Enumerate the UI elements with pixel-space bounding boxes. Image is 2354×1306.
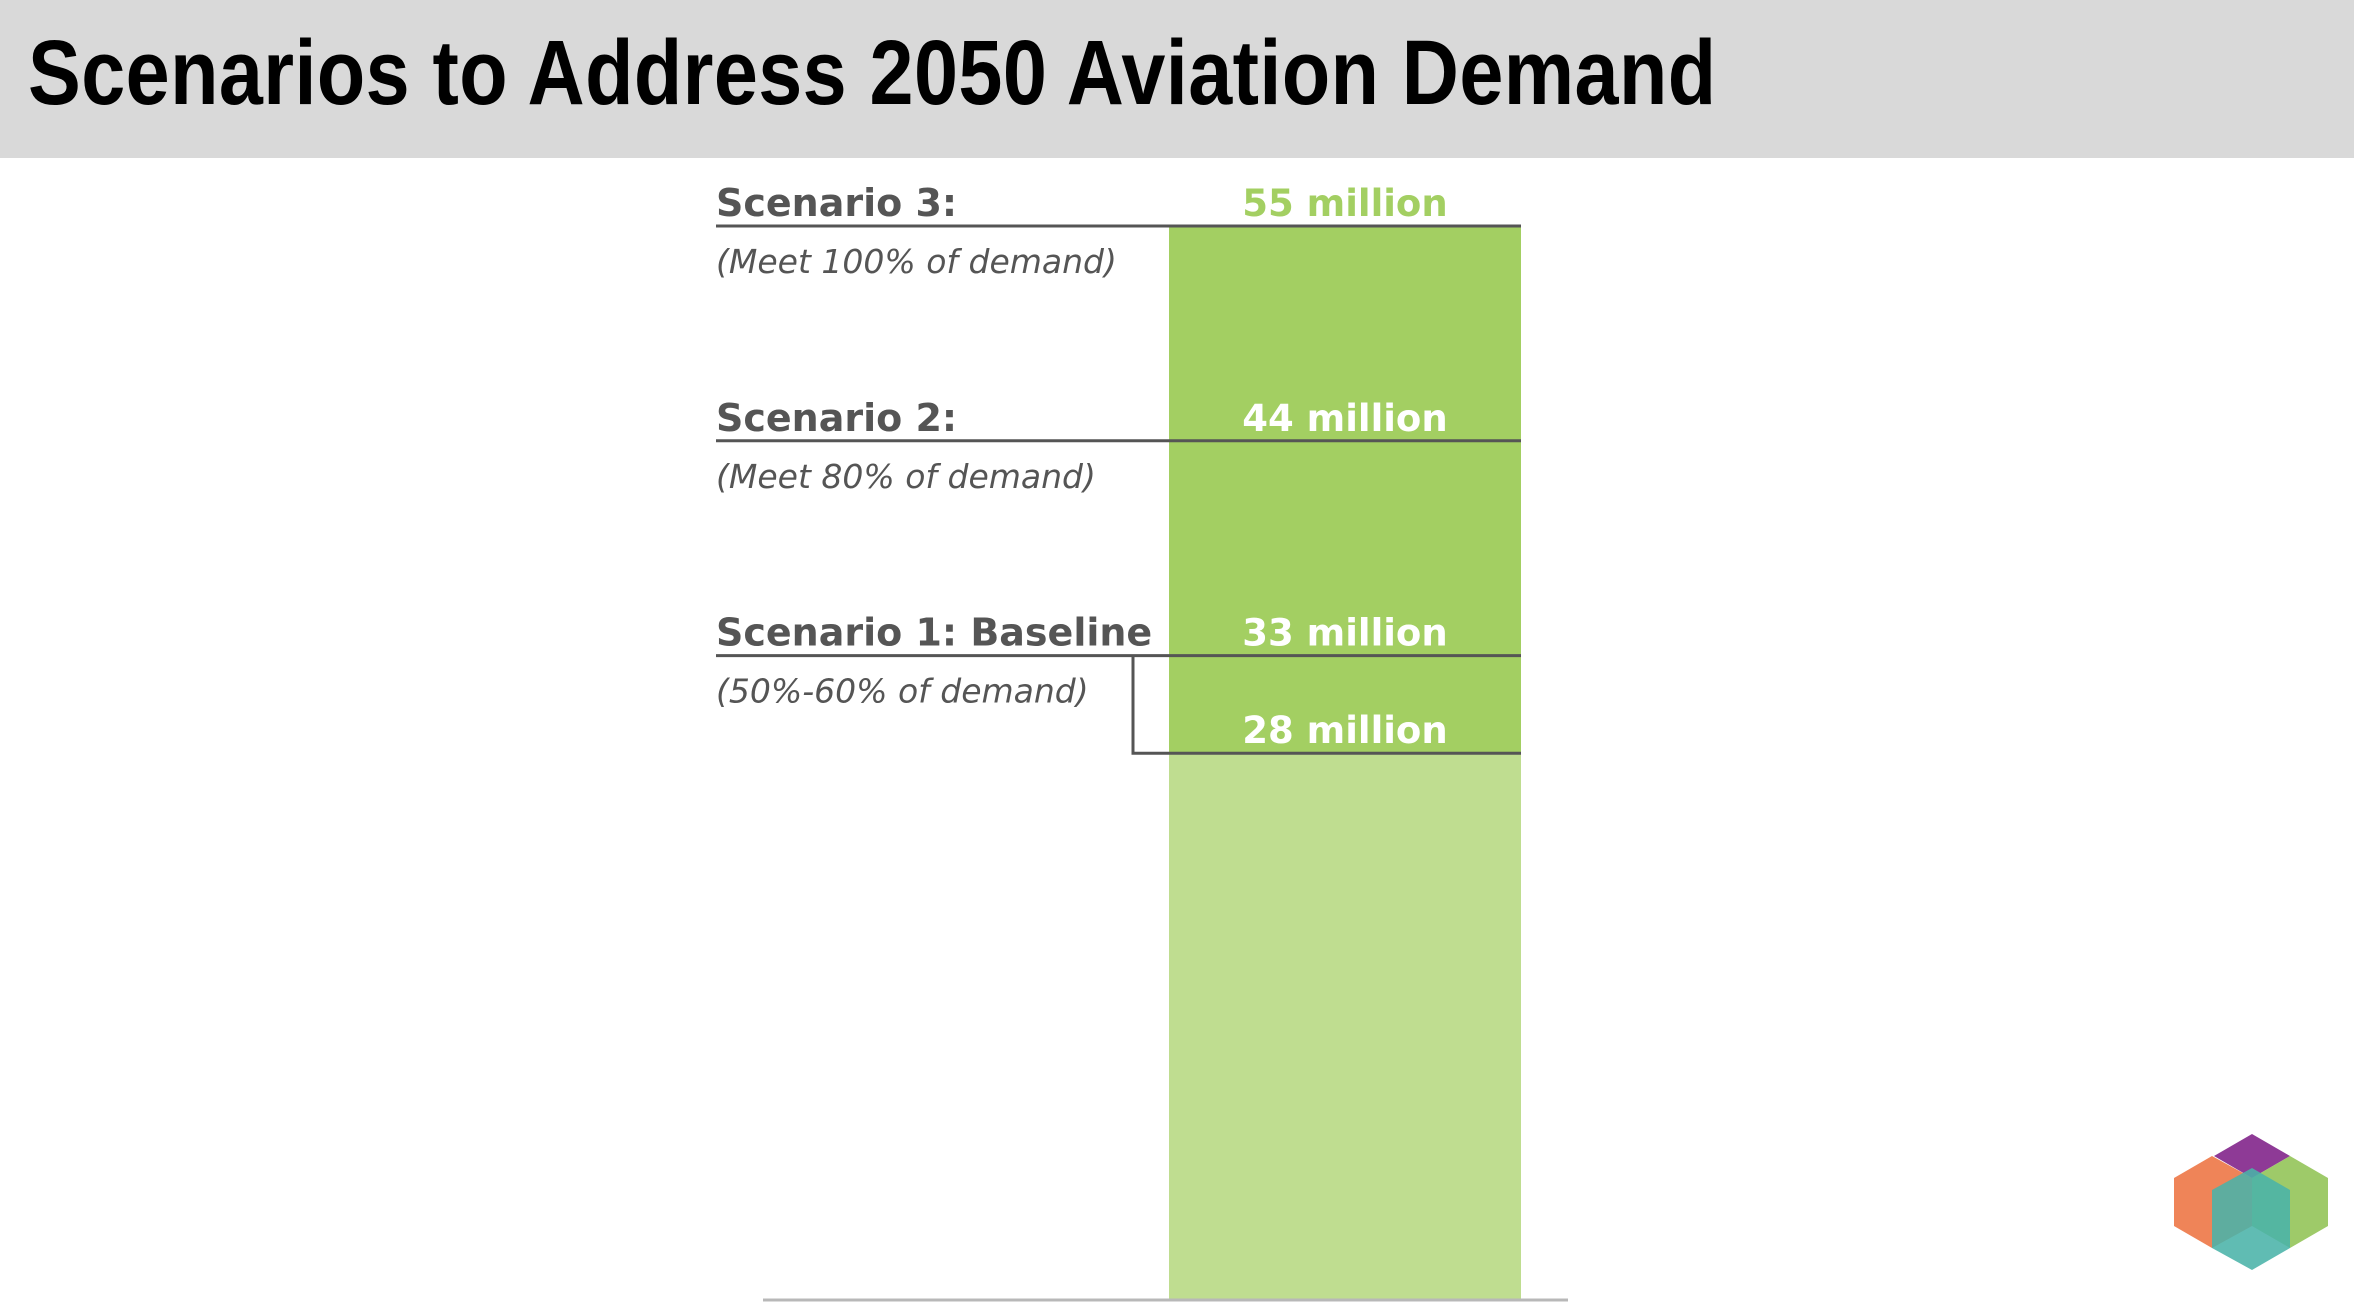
bar-segment-2: [1169, 226, 1521, 754]
scenario-name-label: Scenario 3:: [716, 181, 957, 225]
logo-bottom-face: [2212, 1168, 2290, 1270]
value-label-44: 44 million: [1242, 397, 1447, 440]
scenario-description-label: (50%-60% of demand): [716, 672, 1089, 711]
scenario-name-label: Scenario 1: Baseline: [716, 611, 1152, 655]
baseline-range-bracket: [1131, 655, 1521, 755]
bar-segment-1: [1169, 753, 1521, 1300]
value-label-33: 33 million: [1242, 612, 1447, 655]
slide-title: Scenarios to Address 2050 Aviation Deman…: [28, 22, 1717, 124]
value-label-55: 55 million: [1242, 182, 1447, 225]
scenario-description-label: (Meet 80% of demand): [716, 457, 1096, 496]
value-label-28: 28 million: [1242, 709, 1447, 752]
hexagon-cube-logo-icon: [2174, 1134, 2328, 1270]
scenario-description-label: (Meet 100% of demand): [716, 242, 1117, 281]
scenario-name-label: Scenario 2:: [716, 396, 957, 440]
title-bar: Scenarios to Address 2050 Aviation Deman…: [0, 0, 2354, 158]
